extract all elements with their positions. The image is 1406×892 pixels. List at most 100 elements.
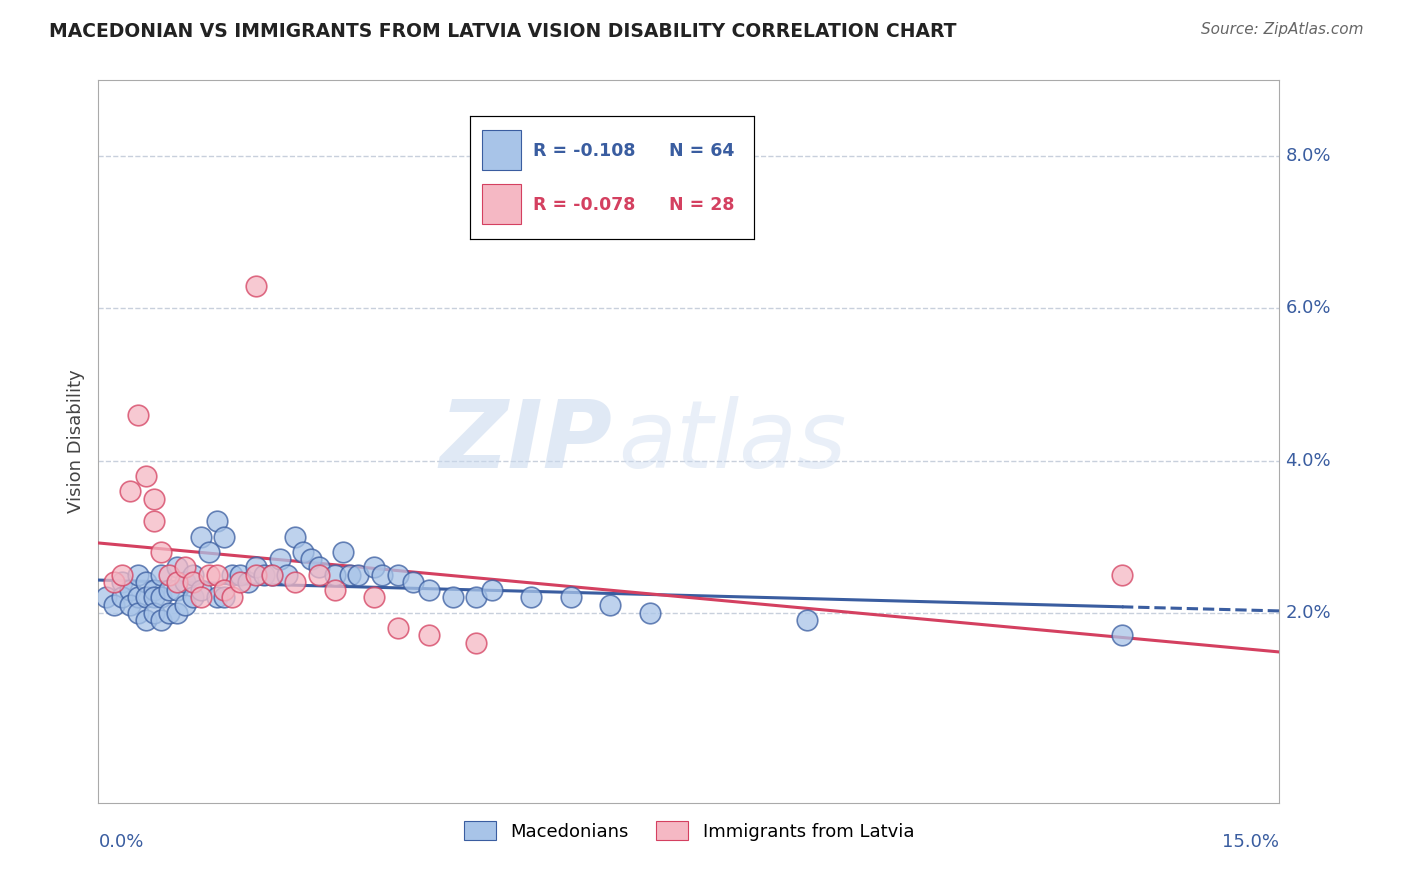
Point (402, 575, 425, 590)
Text: MACEDONIAN VS IMMIGRANTS FROM LATVIA VISION DISABILITY CORRELATION CHART: MACEDONIAN VS IMMIGRANTS FROM LATVIA VIS… (49, 22, 956, 41)
Point (118, 582, 141, 597)
Point (214, 591, 236, 605)
Point (127, 606, 149, 620)
Point (135, 591, 157, 605)
Point (174, 598, 197, 612)
Point (205, 567, 228, 582)
Point (127, 408, 149, 422)
Point (181, 591, 204, 605)
Point (103, 598, 125, 612)
Text: 8.0%: 8.0% (1285, 147, 1331, 165)
Legend: Macedonians, Immigrants from Latvia: Macedonians, Immigrants from Latvia (457, 814, 921, 848)
Point (181, 575, 204, 590)
Point (1111, 567, 1133, 582)
Point (1111, 628, 1133, 642)
Point (111, 567, 134, 582)
Point (323, 567, 346, 582)
Point (221, 567, 243, 582)
Point (323, 582, 346, 597)
Point (560, 591, 582, 605)
Point (111, 575, 134, 590)
Text: ZIP: ZIP (439, 395, 612, 488)
Point (174, 560, 197, 574)
Point (260, 567, 283, 582)
Point (599, 598, 621, 612)
Point (245, 278, 267, 293)
Text: 15.0%: 15.0% (1222, 833, 1279, 851)
Point (157, 606, 180, 620)
Point (363, 591, 385, 605)
Point (127, 567, 149, 582)
Point (150, 613, 173, 627)
Point (166, 606, 188, 620)
Point (214, 530, 236, 544)
Point (135, 468, 157, 483)
Text: Source: ZipAtlas.com: Source: ZipAtlas.com (1201, 22, 1364, 37)
Point (465, 591, 488, 605)
Point (236, 575, 259, 590)
Point (103, 575, 125, 590)
Point (292, 545, 315, 559)
Point (284, 530, 307, 544)
Point (229, 575, 252, 590)
Point (174, 575, 197, 590)
Text: 0.0%: 0.0% (98, 833, 143, 851)
Y-axis label: Vision Disability: Vision Disability (66, 369, 84, 514)
Point (190, 582, 212, 597)
Point (181, 567, 204, 582)
Point (387, 621, 409, 635)
Point (260, 567, 283, 582)
Point (135, 613, 157, 627)
Point (465, 636, 488, 650)
Point (441, 591, 464, 605)
Text: 6.0%: 6.0% (1285, 300, 1331, 318)
Point (150, 545, 173, 559)
Point (221, 591, 243, 605)
Point (229, 567, 252, 582)
Point (127, 591, 149, 605)
Point (150, 567, 173, 582)
Point (118, 598, 141, 612)
Point (111, 591, 134, 605)
Point (371, 567, 394, 582)
Point (190, 530, 212, 544)
Point (339, 567, 361, 582)
Point (638, 606, 661, 620)
Point (347, 567, 370, 582)
Point (387, 567, 409, 582)
Point (197, 545, 219, 559)
Point (276, 567, 298, 582)
Text: atlas: atlas (619, 396, 846, 487)
Point (253, 567, 276, 582)
Point (96, 591, 118, 605)
Text: 2.0%: 2.0% (1285, 604, 1331, 622)
Point (190, 591, 212, 605)
Point (150, 591, 173, 605)
Point (332, 545, 354, 559)
Point (205, 591, 228, 605)
Point (481, 582, 503, 597)
Point (135, 575, 157, 590)
Point (166, 575, 188, 590)
Text: 4.0%: 4.0% (1285, 451, 1331, 469)
Point (205, 515, 228, 529)
Point (418, 582, 440, 597)
Point (157, 582, 180, 597)
Point (245, 560, 267, 574)
Point (142, 491, 165, 506)
Point (142, 515, 165, 529)
Point (197, 567, 219, 582)
Point (269, 552, 291, 566)
Point (166, 560, 188, 574)
Point (142, 582, 165, 597)
Point (166, 582, 188, 597)
Point (284, 575, 307, 590)
Point (157, 567, 180, 582)
Point (214, 582, 236, 597)
Point (245, 567, 267, 582)
Point (520, 591, 543, 605)
Point (142, 591, 165, 605)
Point (363, 560, 385, 574)
Point (308, 560, 330, 574)
Point (308, 567, 330, 582)
